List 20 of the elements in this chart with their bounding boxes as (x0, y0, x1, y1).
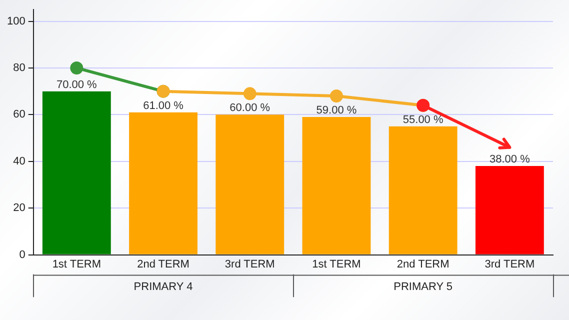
y-tick-label: 40 (13, 155, 26, 168)
x-tick-label: 2nd TERM (137, 258, 190, 270)
data-label: 55.00 % (402, 114, 444, 126)
text: PRIMARY 5 (394, 280, 453, 293)
data-label: 59.00 % (316, 104, 357, 117)
x-tick-label: 1st TERM (52, 258, 102, 270)
x-tick-label: 3rd TERM (484, 258, 535, 270)
y-tick-label: 100 (6, 15, 26, 28)
text: PRIMARY 4 (134, 280, 193, 293)
data-label: 38.00 % (490, 154, 530, 166)
y-tick-label: 80 (13, 62, 26, 74)
x-tick-label: 3rd TERM (224, 258, 275, 270)
y-tick-label: 20 (13, 202, 26, 214)
data-label: 61.00 % (143, 100, 184, 112)
x-tick-label: 2nd TERM (396, 258, 450, 270)
y-tick-label: 0 (19, 248, 26, 261)
data-label: 60.00 % (230, 102, 270, 114)
y-tick-label: 60 (13, 108, 26, 121)
x-tick-label: 1st TERM (312, 258, 361, 270)
data-label: 70.00 % (56, 78, 98, 91)
